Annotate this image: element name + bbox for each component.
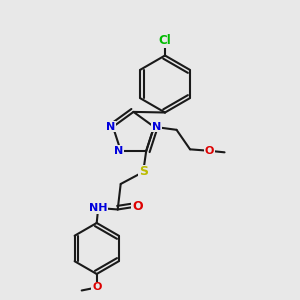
Text: O: O (132, 200, 142, 213)
Text: N: N (106, 122, 115, 132)
Text: N: N (152, 122, 161, 132)
Text: S: S (139, 166, 148, 178)
Text: O: O (92, 283, 101, 292)
Text: NH: NH (89, 203, 107, 213)
Text: N: N (114, 146, 123, 156)
Text: O: O (205, 146, 214, 156)
Text: Cl: Cl (159, 34, 171, 47)
